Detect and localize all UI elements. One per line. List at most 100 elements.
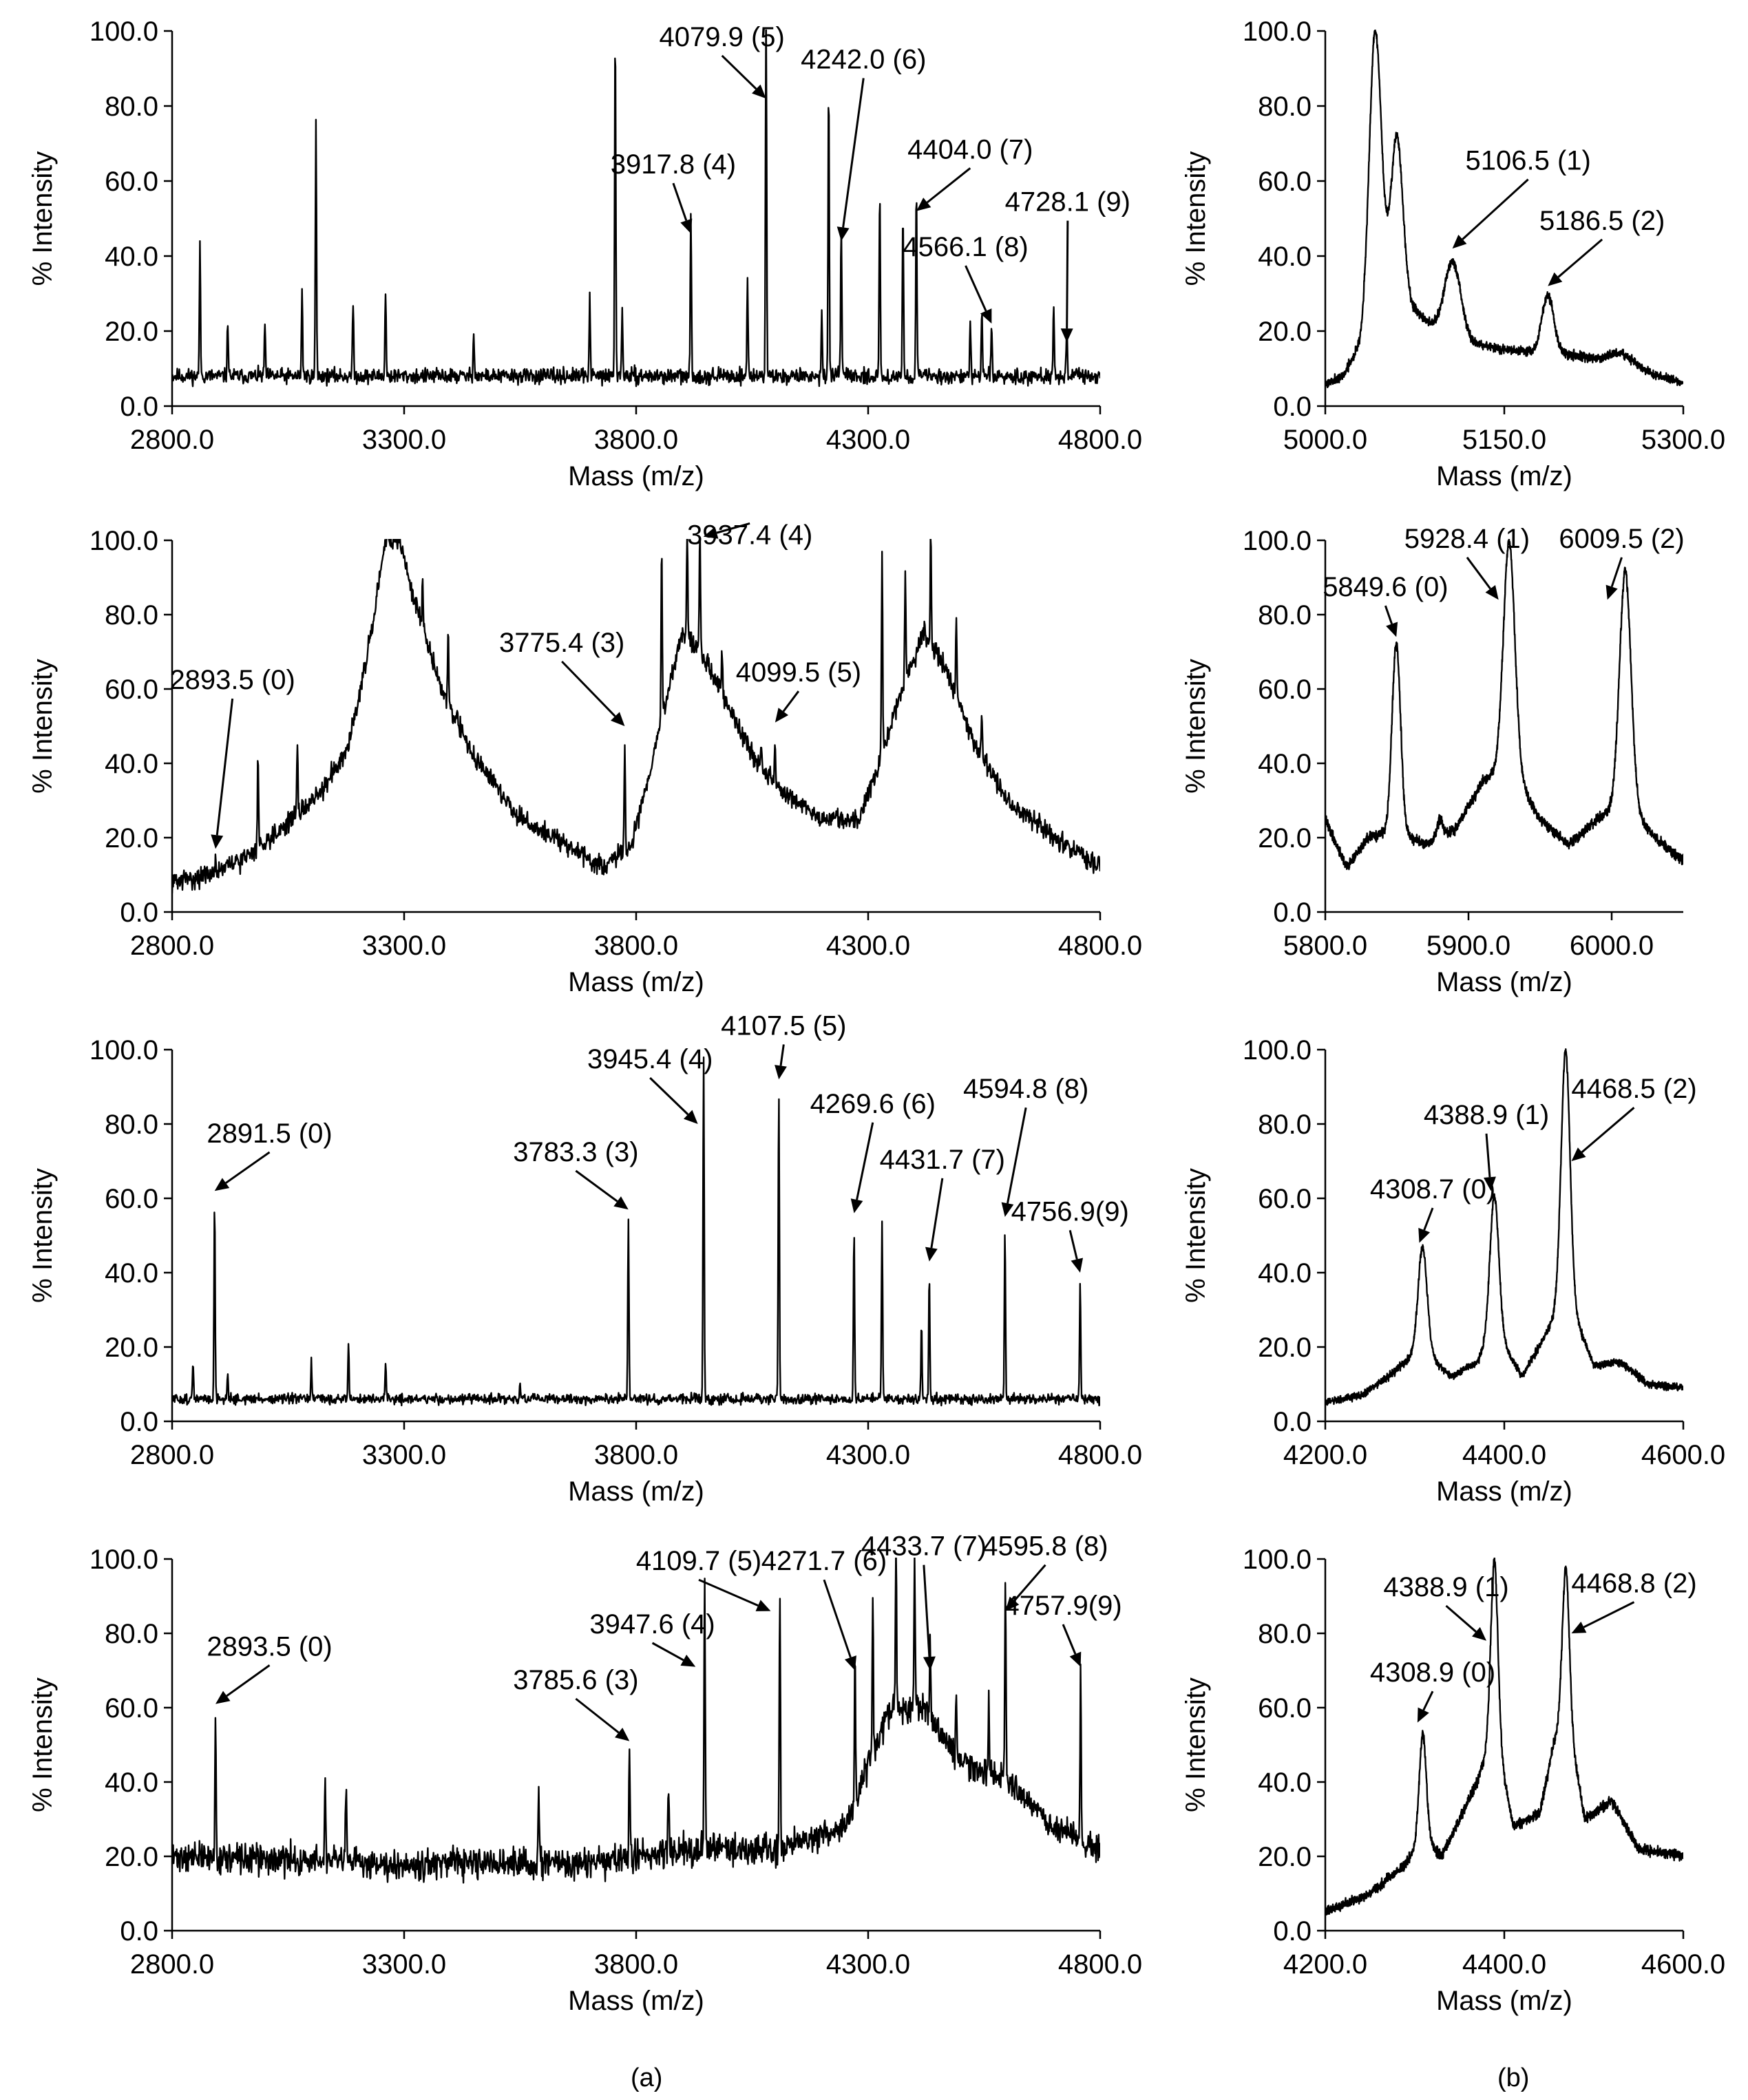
annotation-arrowhead — [925, 1247, 938, 1262]
annotation-arrow-line — [1583, 1601, 1635, 1629]
y-tick-label: 80.0 — [1258, 1619, 1312, 1649]
column-caption-b: (b) — [1497, 2064, 1530, 2092]
peak-annotation-label: 5928.4 (1) — [1404, 524, 1530, 554]
peak-annotation-label: 2891.5 (0) — [207, 1118, 332, 1149]
annotation-arrow-line — [721, 54, 757, 90]
spectrum-trace — [1325, 1558, 1683, 1916]
y-tick-label: 0.0 — [120, 1407, 158, 1437]
annotation-arrowhead — [916, 198, 931, 211]
spectrum-trace — [1325, 30, 1683, 388]
annotation-arrow-line — [1422, 1690, 1434, 1711]
annotation-arrowhead — [680, 1655, 696, 1667]
annotation-arrow-line — [575, 1169, 618, 1202]
annotation-arrow-line — [561, 660, 616, 717]
y-tick-label: 100.0 — [1243, 1035, 1312, 1065]
x-axis-title: Mass (m/z) — [568, 461, 704, 491]
y-tick-label: 20.0 — [105, 1842, 158, 1872]
x-tick-label: 4200.0 — [1283, 1440, 1367, 1470]
annotation-arrow-line — [1066, 220, 1069, 329]
annotation-arrow-line — [1462, 178, 1529, 240]
y-tick-label: 40.0 — [105, 1768, 158, 1798]
y-tick-label: 40.0 — [1258, 749, 1312, 779]
x-tick-label: 5150.0 — [1462, 425, 1546, 455]
spectrum-trace — [172, 30, 1100, 388]
y-axis-title: % Intensity — [28, 1677, 58, 1812]
annotation-arrowhead — [1060, 328, 1073, 343]
peak-annotation-label: 4271.7 (6) — [761, 1546, 887, 1576]
peak-annotation-label: 4308.7 (0) — [1370, 1174, 1495, 1205]
annotation-arrowhead — [1471, 1626, 1486, 1641]
annotation-arrowhead — [1571, 1622, 1587, 1633]
y-tick-label: 20.0 — [105, 1333, 158, 1363]
annotation-arrow-line — [842, 78, 865, 228]
peak-annotation-label: 4269.6 (6) — [810, 1089, 936, 1119]
y-tick-label: 60.0 — [105, 675, 158, 705]
annotation-arrow-line — [716, 522, 750, 534]
y-tick-label: 60.0 — [1258, 1693, 1312, 1724]
annotation-arrow-line — [1581, 1107, 1635, 1154]
peak-annotation-label: 4308.9 (0) — [1370, 1657, 1495, 1688]
spectrum-panel-b4: 0.0 20.0 40.0 60.0 80.0 100.0 4200.0 4400.0 4600… — [1181, 1545, 1725, 2016]
x-tick-label: 4800.0 — [1058, 1440, 1142, 1470]
x-tick-label: 4600.0 — [1641, 1949, 1725, 1980]
peak-annotation-label: 3945.4 (4) — [587, 1044, 713, 1074]
spectrum-panel-a3: 0.0 20.0 40.0 60.0 80.0 100.0 2800.0 3300.0 3800… — [28, 1010, 1142, 1507]
annotation-arrowhead — [1001, 1202, 1014, 1217]
x-tick-label: 3300.0 — [362, 1949, 446, 1980]
annotation-arrowhead — [615, 1728, 630, 1741]
peak-annotation-label: 4388.9 (1) — [1383, 1572, 1508, 1602]
peak-annotation-label: 4757.9(9) — [1004, 1591, 1122, 1621]
y-tick-label: 60.0 — [105, 1184, 158, 1214]
annotation-arrow-line — [1423, 1207, 1434, 1231]
y-tick-label: 80.0 — [105, 92, 158, 122]
y-tick-label: 60.0 — [105, 1693, 158, 1724]
annotation-arrowhead — [1483, 1176, 1496, 1191]
x-tick-label: 3800.0 — [594, 1440, 678, 1470]
y-tick-label: 40.0 — [1258, 1768, 1312, 1798]
y-tick-label: 60.0 — [1258, 1184, 1312, 1214]
x-tick-label: 5300.0 — [1641, 425, 1725, 455]
y-tick-label: 100.0 — [89, 526, 158, 556]
x-tick-label: 4300.0 — [826, 425, 910, 455]
annotation-arrowhead — [1417, 1707, 1429, 1723]
x-axis-title: Mass (m/z) — [568, 967, 704, 997]
annotation-arrow-line — [698, 1578, 759, 1607]
peak-annotation-label: 4107.5 (5) — [721, 1010, 846, 1041]
y-tick-label: 80.0 — [1258, 1110, 1312, 1140]
x-tick-label: 3800.0 — [594, 425, 678, 455]
y-tick-label: 0.0 — [120, 392, 158, 422]
annotation-arrow-line — [930, 1178, 944, 1249]
y-tick-label: 20.0 — [1258, 1842, 1312, 1872]
annotation-arrow-line — [1006, 1107, 1027, 1204]
x-tick-label: 4600.0 — [1641, 1440, 1725, 1470]
y-axis-title: % Intensity — [28, 659, 58, 794]
y-axis-title: % Intensity — [1181, 1677, 1211, 1812]
x-tick-label: 4800.0 — [1058, 931, 1142, 961]
annotation-arrow-line — [575, 1697, 620, 1734]
peak-annotation-label: 4594.8 (8) — [963, 1074, 1088, 1104]
x-tick-label: 5800.0 — [1283, 931, 1367, 961]
annotation-arrow-line — [779, 1044, 785, 1066]
y-tick-label: 40.0 — [105, 1258, 158, 1288]
peak-annotation-label: 5106.5 (1) — [1465, 146, 1590, 176]
spectrum-trace — [1325, 1048, 1683, 1406]
annotation-arrow-line — [672, 182, 688, 221]
y-tick-label: 20.0 — [105, 823, 158, 853]
y-tick-label: 0.0 — [120, 1916, 158, 1947]
peak-annotation-label: 4109.7 (5) — [636, 1546, 761, 1576]
column-caption-a: (a) — [631, 2064, 663, 2092]
annotation-arrow-line — [1445, 1604, 1477, 1633]
annotation-arrowhead — [1386, 622, 1398, 637]
peak-annotation-label: 3947.6 (4) — [589, 1609, 715, 1640]
y-tick-label: 0.0 — [1273, 392, 1312, 422]
annotation-arrowhead — [215, 1690, 231, 1704]
annotation-arrowhead — [214, 1178, 230, 1191]
y-tick-label: 20.0 — [1258, 317, 1312, 347]
peak-annotation-label: 2893.5 (0) — [207, 1631, 332, 1662]
x-tick-label: 3300.0 — [362, 931, 446, 961]
annotation-arrow-line — [1062, 1624, 1077, 1655]
x-tick-label: 3300.0 — [362, 425, 446, 455]
y-tick-label: 80.0 — [1258, 92, 1312, 122]
annotation-arrowhead — [1452, 234, 1467, 249]
